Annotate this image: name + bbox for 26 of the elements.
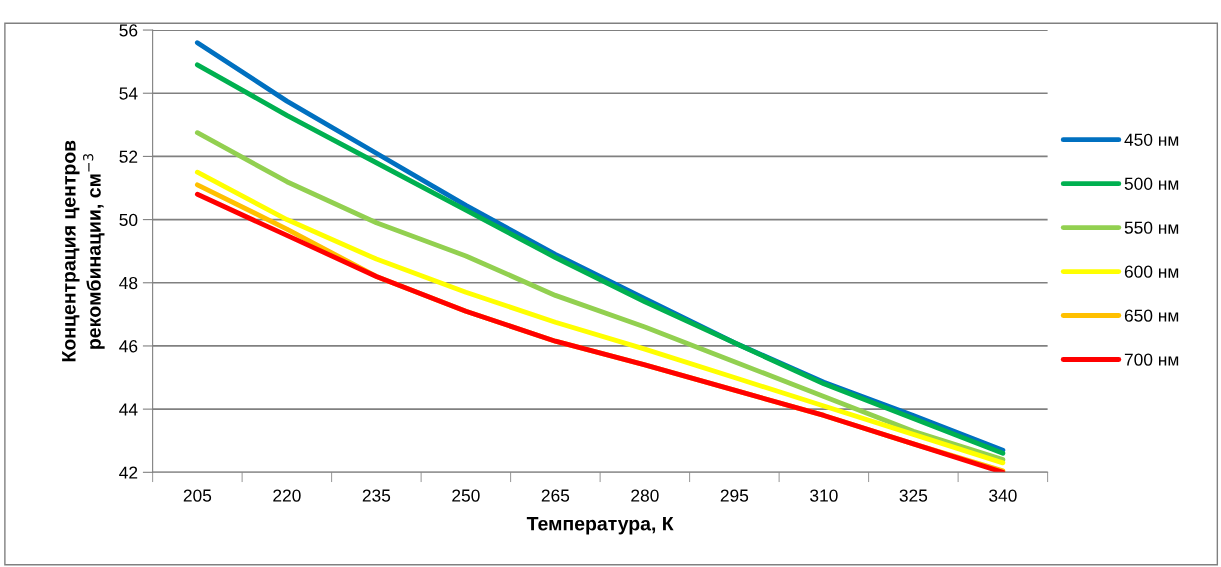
legend-label: 650 нм (1124, 309, 1179, 322)
x-tick-label: 310 (810, 489, 838, 502)
y-tick-label: 52 (119, 150, 138, 163)
legend-label: 700 нм (1124, 353, 1179, 366)
legend-label: 550 нм (1124, 221, 1179, 234)
x-tick-label: 250 (452, 489, 480, 502)
x-tick-label: 235 (362, 489, 391, 502)
y-tick-label: 44 (119, 403, 138, 416)
y-tick-label: 56 (119, 24, 138, 37)
y-tick-label: 50 (119, 213, 138, 227)
legend-label: 450 нм (1124, 133, 1179, 146)
x-tick-label: 325 (899, 489, 928, 502)
x-tick-label: 265 (541, 489, 570, 502)
y-tick-label: 48 (119, 276, 138, 290)
x-tick-label: 340 (989, 489, 1017, 502)
x-tick-label: 295 (720, 489, 749, 502)
legend-label: 600 нм (1124, 265, 1179, 278)
x-tick-label: 280 (631, 489, 659, 502)
x-axis-title: Температура, К (526, 516, 674, 535)
y-tick-label: 46 (119, 340, 138, 353)
y-axis-title: Концентрация центров рекомбинации, см$^{−3}$ (62, 140, 105, 362)
y-tick-label: 42 (119, 466, 138, 479)
legend-label: 500 нм (1124, 177, 1179, 190)
y-tick-label: 54 (119, 87, 138, 100)
x-tick-label: 220 (273, 489, 301, 502)
x-tick-label: 205 (183, 489, 212, 502)
